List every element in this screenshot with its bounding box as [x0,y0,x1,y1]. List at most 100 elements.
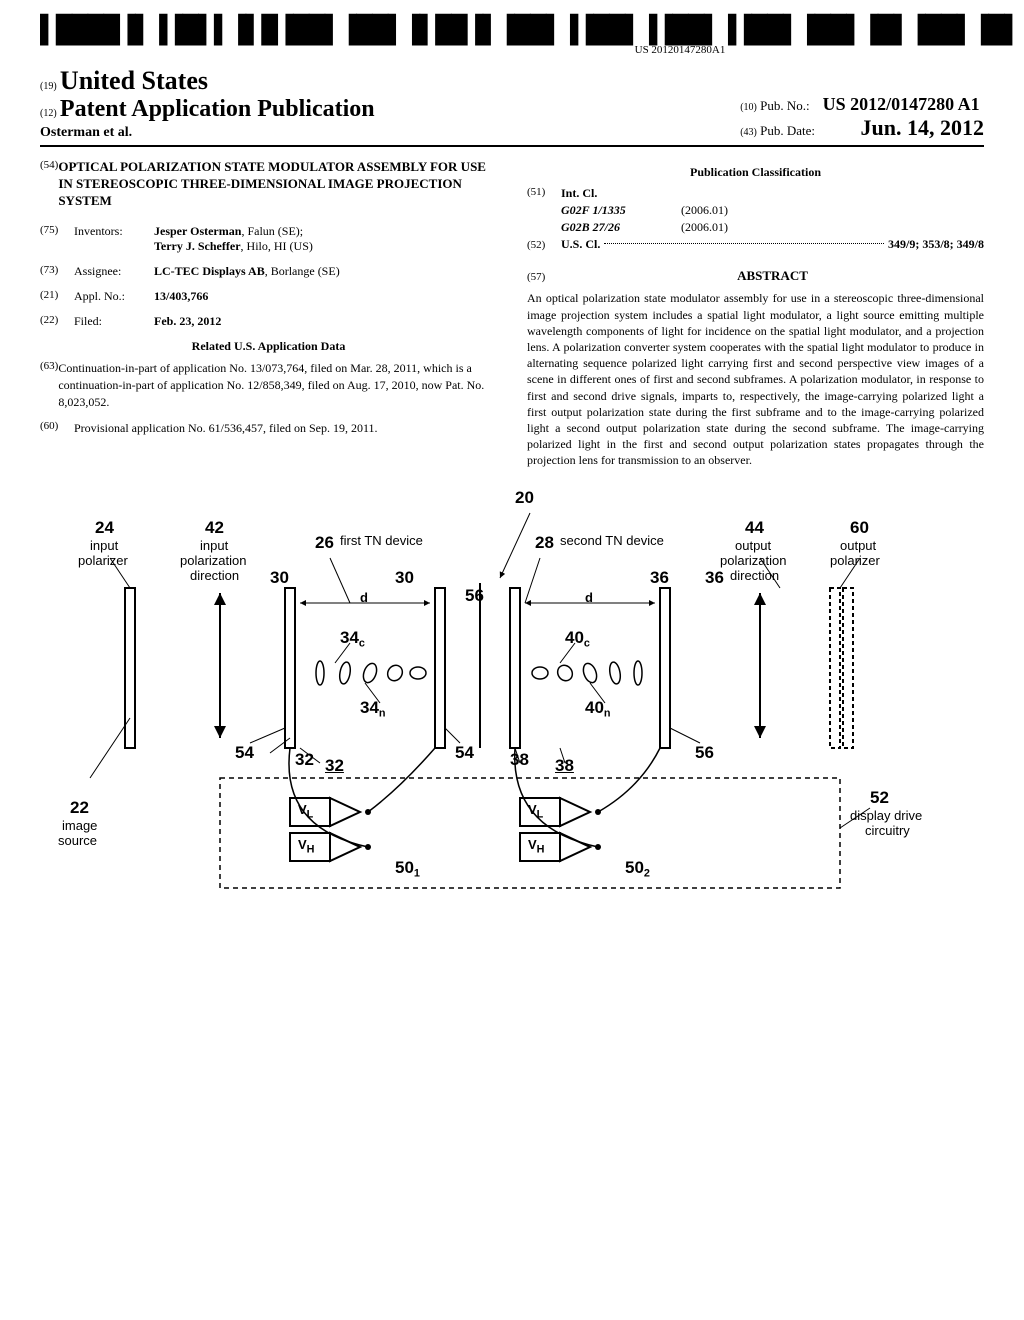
barcode: ▌████▐▌▐▐█▌▌▐▌█▐██▌▐██▌▐▌██▐▌▐██▌▐▐██▌▐▐… [40,20,1024,56]
fig-n22: 22 [70,798,89,817]
inventor2-loc: , Hilo, HI (US) [241,239,313,253]
barcode-number: US 20120147280A1 [40,44,1024,56]
fig-34n-sub: n [379,708,386,720]
appl-label: Appl. No.: [74,289,154,304]
fig-50-2-sub: 2 [644,868,650,880]
header-left: (19) United States (12) Patent Applicati… [40,66,375,141]
cont-text: Continuation-in-part of application No. … [58,360,497,410]
fig-d2: d [585,590,593,605]
fig-n38: 38 [510,750,529,769]
fig-n56b: 56 [695,743,714,762]
abstract-text: An optical polarization state modulator … [527,290,984,468]
fig-n50-1: 50 [395,858,414,877]
pub-date-prefix: (43) [740,127,757,138]
fig-vl1: V [298,802,307,817]
related-header: Related U.S. Application Data [40,339,497,354]
dotted-line [604,243,884,244]
fig-vh2-sub: H [537,844,545,856]
fig-l42b: polarization [180,553,247,568]
fig-l28: second TN device [560,533,664,548]
uscl-num: (52) [527,239,561,251]
fig-n30b: 30 [395,568,414,587]
intcl2-year: (2006.01) [681,220,728,235]
uscl-label: U.S. Cl. [561,237,600,252]
intcl-label: Int. Cl. [561,186,597,201]
fig-vh1: V [298,837,307,852]
fig-n34n: 34 [360,698,379,717]
fig-n54b: 54 [455,743,474,762]
assignee-num: (73) [40,264,74,279]
fig-l52a: display drive [850,808,922,823]
assignee-label: Assignee: [74,264,154,279]
barcode-lines: ▌████▐▌▐▐█▌▌▐▌█▐██▌▐██▌▐▌██▐▌▐██▌▐▐██▌▐▐… [40,20,1024,42]
pub-type-prefix: (12) [40,108,57,119]
fig-n38b: 38 [555,756,574,775]
fig-n36: 36 [650,568,669,587]
country: United States [60,66,208,95]
intcl1-year: (2006.01) [681,203,728,218]
assignee-value: LC-TEC Displays AB, Borlange (SE) [154,264,497,279]
fig-l42a: input [200,538,228,553]
patent-figure: 20 24 input polarizer 42 input polarizat… [40,488,960,908]
fig-n42: 42 [205,518,224,537]
fig-l22b: source [58,833,97,848]
pub-date: Jun. 14, 2012 [861,115,984,140]
cont-num: (63) [40,360,58,410]
fig-n40n: 40 [585,698,604,717]
fig-n32b: 32 [325,756,344,775]
fig-l44b: polarization [720,553,787,568]
fig-l44a: output [735,538,771,553]
fig-vh1-sub: H [307,844,315,856]
intcl1-code: G02F 1/1335 [561,203,681,218]
fig-34c-sub: c [359,638,365,650]
figure-svg [40,488,960,908]
fig-40c-sub: c [584,638,590,650]
inventors-value: Jesper Osterman, Falun (SE); Terry J. Sc… [154,224,497,254]
fig-40n-sub: n [604,708,611,720]
fig-n56: 56 [465,586,484,605]
pub-class-header: Publication Classification [527,165,984,180]
fig-n40c: 40 [565,628,584,647]
fig-n20: 20 [515,488,534,507]
pub-no-prefix: (10) [740,102,757,113]
filed-num: (22) [40,314,74,329]
fig-n54: 54 [235,743,254,762]
fig-vl1-sub: L [307,809,314,821]
prov-text: Provisional application No. 61/536,457, … [74,420,378,437]
filed-value: Feb. 23, 2012 [154,314,497,329]
fig-l26: first TN device [340,533,423,548]
fig-d1: d [360,590,368,605]
uscl-value: 349/9; 353/8; 349/8 [888,237,984,252]
fig-l42c: direction [190,568,239,583]
prov-num: (60) [40,420,74,437]
inventor1-loc: , Falun (SE); [241,224,303,238]
country-prefix: (19) [40,81,57,92]
pub-date-label: Pub. Date: [760,123,815,138]
inventors-num: (75) [40,224,74,254]
authors: Osterman et al. [40,125,375,141]
fig-vh2: V [528,837,537,852]
abstract-header: ABSTRACT [561,268,984,284]
inventors-label: Inventors: [74,224,154,254]
pub-no: US 2012/0147280 A1 [823,94,980,114]
left-column: (54) OPTICAL POLARIZATION STATE MODULATO… [40,159,497,468]
fig-n30: 30 [270,568,289,587]
barcode-area: ▌████▐▌▐▐█▌▌▐▌█▐██▌▐██▌▐▌██▐▌▐██▌▐▐██▌▐▐… [40,20,984,58]
fig-n24: 24 [95,518,114,537]
appl-value: 13/403,766 [154,289,497,304]
fig-l60b: polarizer [830,553,880,568]
pub-no-label: Pub. No.: [760,98,809,113]
inventor1: Jesper Osterman [154,224,241,238]
fig-n28: 28 [535,533,554,552]
title-num: (54) [40,159,58,210]
fig-vl2: V [528,802,537,817]
intcl2-code: G02B 27/26 [561,220,681,235]
title-text: OPTICAL POLARIZATION STATE MODULATOR ASS… [58,159,497,210]
fig-n32: 32 [295,750,314,769]
fig-50-1-sub: 1 [414,868,420,880]
fig-n52: 52 [870,788,889,807]
fig-vl2-sub: L [537,809,544,821]
fig-l22a: image [62,818,97,833]
fig-n44: 44 [745,518,764,537]
abstract-num: (57) [527,271,561,283]
